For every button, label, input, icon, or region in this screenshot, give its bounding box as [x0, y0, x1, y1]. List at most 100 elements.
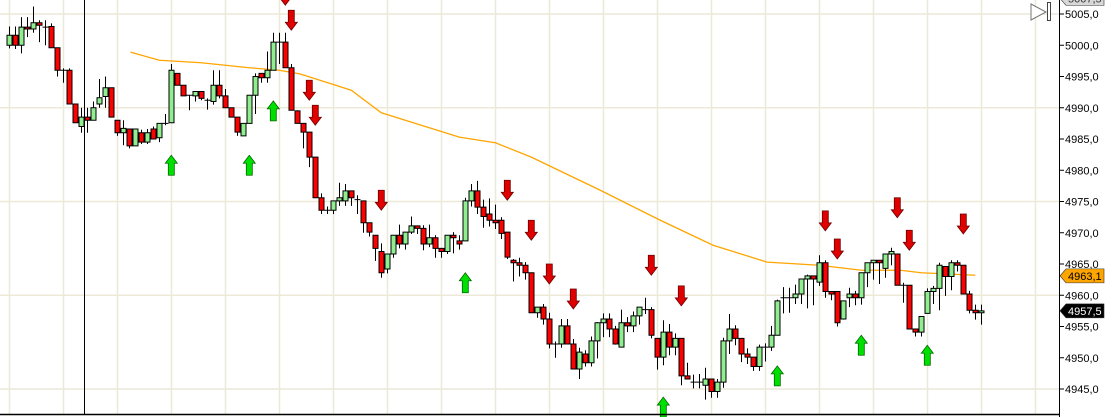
candle-body [744, 353, 751, 358]
price-tick-label: 5005,0 [1065, 9, 1099, 21]
candle [426, 224, 433, 248]
end-bar-icon [1047, 2, 1051, 21]
candle [438, 247, 445, 258]
candle [762, 343, 769, 362]
candle-body [300, 122, 307, 133]
candle [882, 253, 889, 278]
candle-body [870, 259, 877, 264]
candle [570, 339, 577, 370]
candle-body [810, 275, 817, 280]
candle [336, 182, 343, 206]
candle [690, 374, 697, 389]
candle-body [798, 278, 805, 295]
candle-body [228, 107, 235, 118]
candle [6, 26, 13, 49]
candle [768, 325, 775, 351]
candle [114, 119, 121, 136]
candle [78, 107, 85, 133]
candle-body [720, 340, 727, 383]
candle [282, 32, 289, 69]
candle [930, 285, 937, 304]
candle [66, 68, 73, 105]
candle-body [36, 22, 43, 26]
candle [582, 350, 589, 367]
candle-body [960, 264, 967, 295]
candle [456, 235, 463, 250]
candle-body [90, 107, 97, 121]
candle [792, 284, 799, 304]
moving-average-price-tag: 4963,1 [1059, 268, 1105, 284]
candle [624, 317, 631, 333]
candle-body [198, 91, 205, 99]
scroll-to-end-button[interactable] [1030, 2, 1051, 21]
candle-body [24, 26, 31, 30]
candle-body [708, 378, 715, 392]
buy-arrow-up-icon [242, 154, 257, 176]
candle [222, 89, 229, 109]
candle-body [234, 116, 241, 133]
candle-body [936, 264, 943, 289]
sell-arrow-down-icon [280, 0, 290, 6]
candle-body [534, 306, 541, 314]
candle-body [942, 266, 949, 277]
candle-body [528, 272, 535, 314]
candle-body [840, 300, 847, 320]
moving-average-line [130, 51, 976, 276]
last-price-tag-shape [1059, 303, 1105, 319]
candle [546, 312, 553, 349]
candle-body [270, 41, 277, 71]
candle [228, 107, 235, 118]
candle [594, 322, 601, 359]
candle [744, 348, 751, 364]
candle [90, 101, 97, 121]
candle-body [774, 300, 781, 336]
price-tick-label: 5000,0 [1065, 40, 1099, 52]
candle [390, 234, 397, 258]
candle [504, 231, 511, 259]
candle [726, 314, 733, 354]
candle [372, 234, 379, 261]
candle-body [96, 97, 103, 105]
candle-body [600, 318, 607, 324]
candle [324, 206, 331, 214]
candle-body [576, 351, 583, 370]
candle [318, 193, 325, 214]
candle-body [108, 87, 115, 118]
price-tick-label: 4995,0 [1065, 72, 1099, 84]
candle-body [150, 128, 157, 140]
candle-body [366, 222, 373, 233]
candle [954, 260, 961, 272]
moving-average-price-tag-label: 4963,1 [1068, 271, 1102, 283]
candle [948, 260, 955, 291]
candle [936, 262, 943, 311]
candle-body [138, 132, 145, 143]
candle [666, 324, 673, 356]
candle [216, 70, 223, 99]
candle-body [456, 240, 463, 245]
candle [852, 290, 859, 306]
candle [966, 290, 973, 314]
candle-body [336, 197, 343, 202]
candle [384, 253, 391, 274]
candle [588, 336, 595, 367]
candle [858, 272, 865, 305]
candle-body [246, 94, 253, 124]
candle-body [378, 251, 385, 274]
buy-arrow-up-icon [458, 272, 473, 294]
candle [462, 197, 469, 242]
candle-body [498, 219, 505, 234]
price-tick-label: 4955,0 [1065, 322, 1099, 334]
candle [816, 255, 823, 286]
candle [636, 306, 643, 325]
candle [378, 243, 385, 278]
candle-body [420, 227, 427, 245]
price-axis[interactable]: 5005,0 5000,0 4995,0 4990,0 4985,0 4980,0 4975… [1059, 0, 1114, 417]
candle [750, 356, 757, 371]
candle [444, 234, 451, 254]
sell-arrow-down-icon [284, 9, 299, 31]
grid [0, 0, 1059, 414]
candle-body [6, 34, 13, 46]
candle [528, 272, 535, 314]
buy-arrow-up-icon [854, 334, 869, 356]
